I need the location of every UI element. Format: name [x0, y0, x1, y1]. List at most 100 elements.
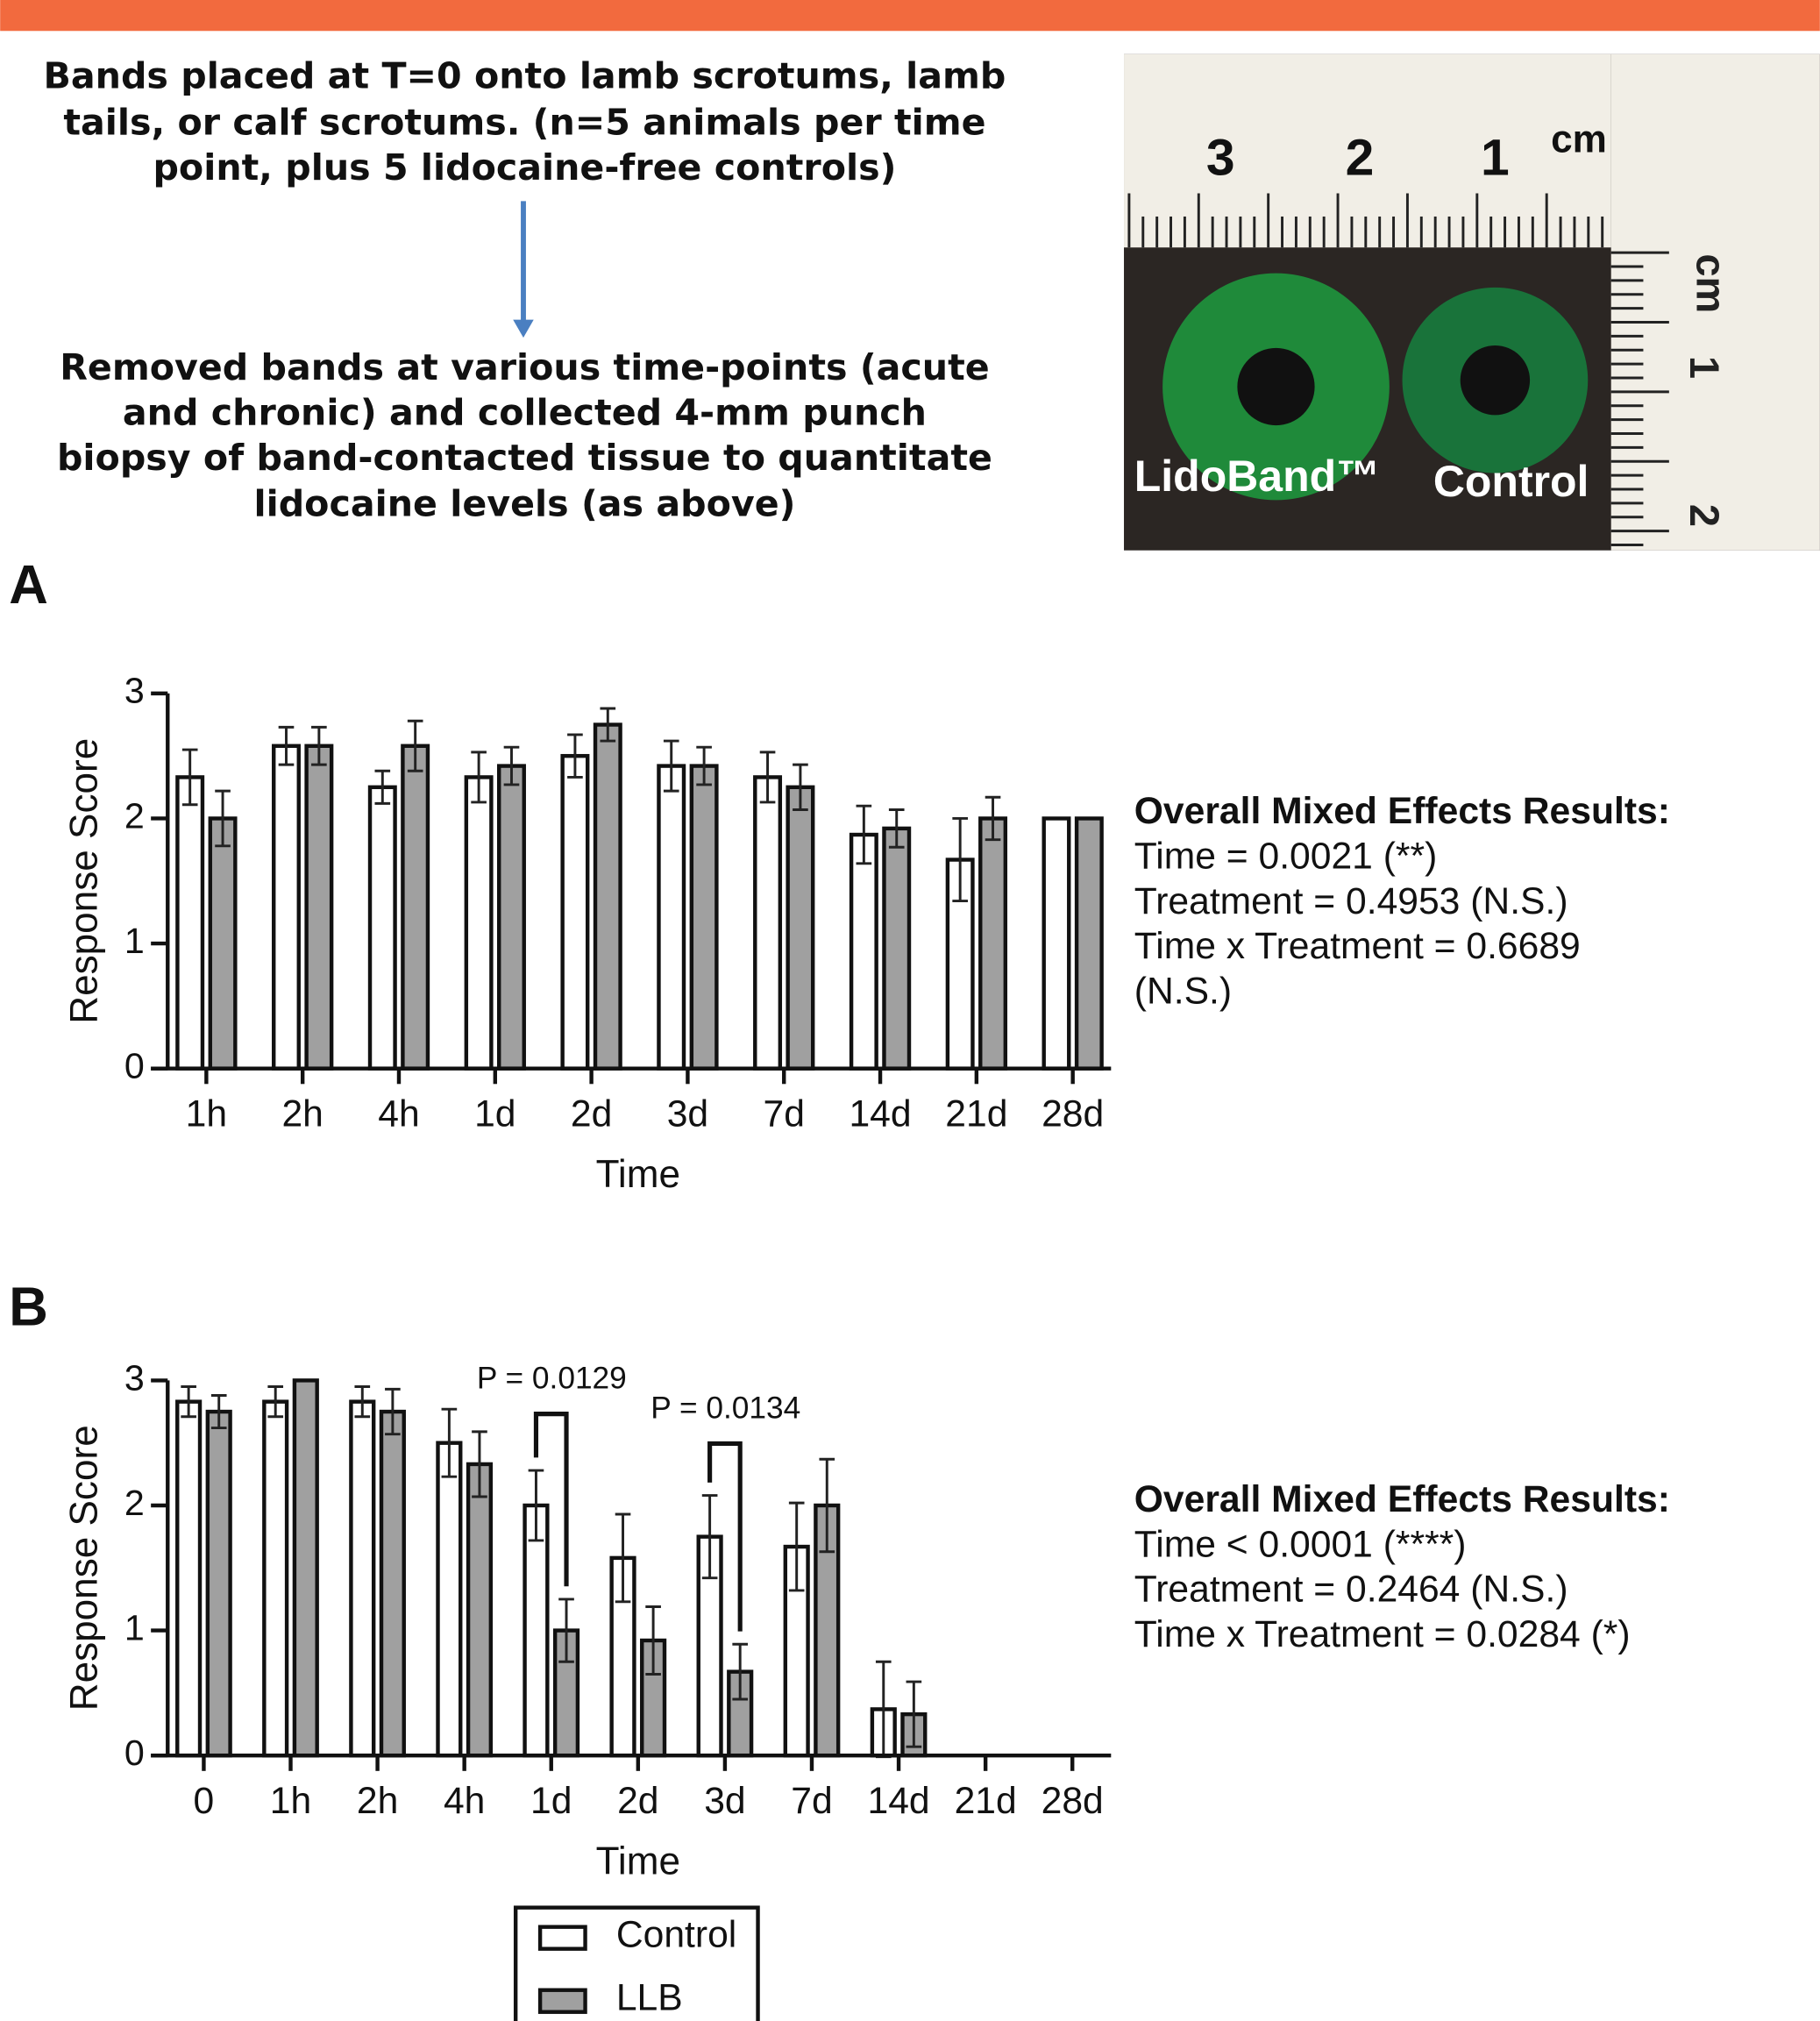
flow-arrowhead [513, 320, 534, 338]
bar [295, 1380, 317, 1755]
bar [980, 818, 1006, 1068]
notes-line: (N.S.) [1134, 971, 1232, 1013]
x-tick-label: 1d [474, 1092, 515, 1135]
legend-swatch [540, 1990, 585, 2012]
bar [755, 777, 780, 1068]
legend-label: Control [616, 1914, 736, 1956]
y-tick-label: 2 [124, 1483, 145, 1523]
panel-label: A [9, 555, 48, 616]
notes-line: Treatment = 0.4953 (N.S.) [1134, 880, 1568, 922]
flow-text: biopsy of band-contacted tissue to quant… [57, 437, 992, 479]
notes-title: Overall Mixed Effects Results: [1134, 790, 1670, 832]
x-tick-label: 1h [270, 1780, 311, 1822]
page: {"flow":{"step1":["Bands placed at T=0 o… [0, 0, 1820, 2021]
x-tick-label: 3d [704, 1780, 745, 1822]
bar [499, 766, 524, 1069]
y-tick-label: 2 [124, 795, 145, 836]
ring-hole [1237, 348, 1314, 425]
bar [177, 777, 203, 1068]
bar [381, 1412, 404, 1755]
bar [1044, 818, 1070, 1068]
x-tick-label: 2d [617, 1780, 658, 1822]
ruler-label: 1 [1681, 356, 1728, 379]
bar [692, 766, 717, 1069]
photo: 3 2 1 cm cm 1 2 LidoBand™ Control [1124, 54, 1820, 551]
bar [177, 1402, 200, 1756]
x-tick-label: 7d [764, 1092, 805, 1135]
ring-hole [1461, 345, 1530, 415]
x-tick-label: 21d [945, 1092, 1007, 1135]
y-tick-label: 0 [124, 1046, 145, 1086]
x-tick-label: 21d [955, 1780, 1017, 1822]
flow-text: Removed bands at various time-points (ac… [60, 346, 989, 388]
bar [1077, 818, 1102, 1068]
flow-text: and chronic) and collected 4-mm punch [123, 391, 927, 433]
bar [466, 777, 492, 1068]
flow-text: Bands placed at T=0 onto lamb scrotums, … [44, 55, 1006, 97]
bar [851, 835, 877, 1069]
annotation: P = 0.0129 [477, 1362, 627, 1396]
ruler-label: 3 [1206, 129, 1235, 186]
bar [402, 746, 428, 1069]
y-tick-label: 0 [124, 1733, 145, 1773]
notes-line: Time = 0.0021 (**) [1134, 835, 1438, 877]
y-tick-label: 1 [124, 921, 145, 961]
notes-line: Time x Treatment = 0.6689 [1134, 925, 1581, 967]
x-tick-label: 14d [868, 1780, 930, 1822]
x-tick-label: 2h [281, 1092, 323, 1135]
photo-label: Control [1433, 457, 1589, 506]
panel-label: B [9, 1277, 48, 1337]
x-tick-label: 0 [194, 1780, 215, 1822]
ruler-label: 2 [1681, 504, 1728, 527]
notes-line: Time < 0.0001 (****) [1134, 1523, 1467, 1565]
bar [370, 787, 395, 1069]
bar [307, 746, 332, 1069]
bar [208, 1412, 231, 1755]
x-tick-label: 28d [1042, 1780, 1104, 1822]
notes-line: Time x Treatment = 0.0284 (*) [1134, 1613, 1631, 1655]
flow-text: tails, or calf scrotums. (n=5 animals pe… [63, 102, 985, 144]
header-bar [0, 0, 1820, 31]
y-tick-label: 1 [124, 1607, 145, 1647]
bar [595, 725, 621, 1069]
notes-line: Treatment = 0.2464 (N.S.) [1134, 1569, 1568, 1611]
y-tick-label: 3 [124, 671, 145, 711]
bar [525, 1505, 548, 1755]
bar [274, 746, 299, 1069]
bar [884, 829, 909, 1069]
legend-label: LLB [616, 1977, 683, 2019]
x-tick-label: 4h [378, 1092, 419, 1135]
flow-text: point, plus 5 lidocaine-free controls) [153, 146, 896, 189]
x-axis-label: Time [596, 1840, 680, 1882]
x-tick-label: 2h [357, 1780, 398, 1822]
bar [658, 766, 684, 1069]
ruler-label: 1 [1481, 129, 1510, 186]
y-tick-label: 3 [124, 1357, 145, 1398]
poster: 3 2 1 cm cm 1 2 LidoBand™ Control Bands placed a… [0, 0, 1820, 2021]
photo-label: LidoBand™ [1134, 452, 1380, 501]
legend-swatch [540, 1927, 585, 1949]
x-tick-label: 2d [571, 1092, 612, 1135]
bar [468, 1464, 491, 1755]
y-axis-label: Response Score [62, 738, 105, 1024]
bar [210, 818, 236, 1068]
bar [351, 1402, 373, 1756]
bar [264, 1402, 287, 1756]
ruler-label: cm [1551, 117, 1607, 160]
notes-title: Overall Mixed Effects Results: [1134, 1478, 1670, 1520]
x-tick-label: 7d [791, 1780, 832, 1822]
ruler-label: cm [1688, 253, 1735, 313]
bar [563, 756, 588, 1068]
x-tick-label: 14d [849, 1092, 911, 1135]
flow-text: lidocaine levels (as above) [253, 483, 795, 525]
x-tick-label: 4h [444, 1780, 485, 1822]
y-axis-label: Response Score [62, 1425, 105, 1711]
x-tick-label: 28d [1042, 1092, 1104, 1135]
annotation: P = 0.0134 [651, 1391, 800, 1426]
ruler-label: 2 [1346, 129, 1375, 186]
x-tick-label: 1h [186, 1092, 227, 1135]
x-tick-label: 3d [667, 1092, 708, 1135]
x-tick-label: 1d [530, 1780, 572, 1822]
bar [437, 1443, 460, 1755]
bar [788, 787, 814, 1069]
